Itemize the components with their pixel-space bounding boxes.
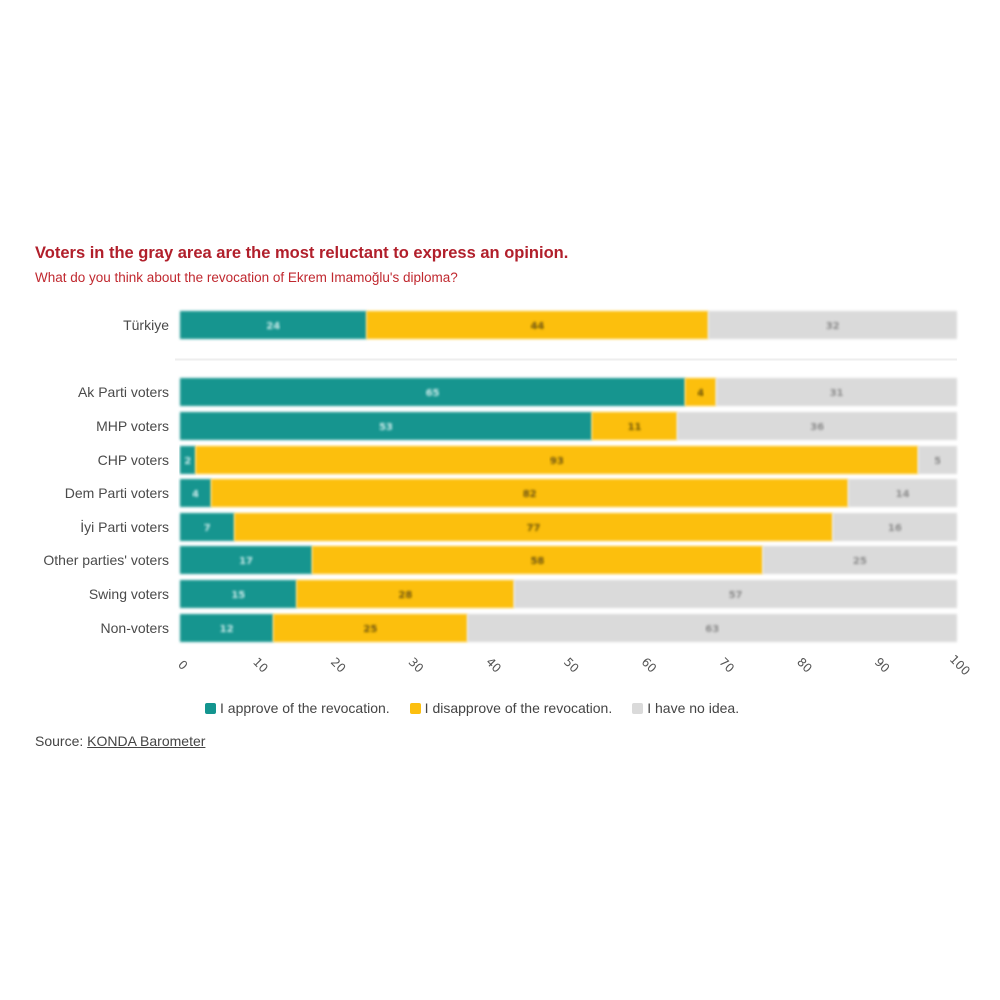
category-label-mhp-voters: MHP voters (96, 418, 169, 434)
bar-segment-no-idea-ak-parti-voters[interactable] (716, 378, 957, 406)
legend-swatch-approve (205, 702, 216, 714)
bar-value-label-no-idea-other-parties-voters: 25 (853, 556, 867, 567)
bar-segment-disapprove-ak-parti-voters[interactable] (685, 378, 717, 406)
category-label-chp-voters: CHP voters (98, 452, 169, 468)
bar-segment-approve-ak-parti-voters[interactable] (180, 378, 686, 406)
bar-value-label-disapprove-chp-voters: 93 (550, 456, 564, 467)
bar-value-label-disapprove-iyi-parti-voters: 77 (527, 523, 541, 534)
bar-value-label-approve-ak-parti-voters: 65 (426, 388, 440, 399)
bar-segment-approve-other-parties-voters[interactable] (180, 546, 313, 574)
bar-segment-no-idea-chp-voters[interactable] (918, 446, 957, 474)
x-tick-label-40: 40 (483, 655, 504, 676)
bar-segment-approve-non-voters[interactable] (180, 614, 274, 642)
x-tick-label-70: 70 (716, 655, 737, 676)
bar-value-label-approve-non-voters: 12 (220, 624, 234, 635)
x-tick-label-80: 80 (794, 655, 815, 676)
bar-segment-approve-mhp-voters[interactable] (180, 412, 592, 440)
x-tick-label-90: 90 (872, 655, 893, 676)
bar-value-label-no-idea-ak-parti-voters: 31 (830, 388, 844, 399)
bar-segment-approve-dem-parti-voters[interactable] (180, 479, 212, 507)
category-label-other-parties-voters: Other parties' voters (43, 552, 169, 568)
source-prefix: Source: (35, 733, 88, 749)
bar-segment-disapprove-mhp-voters[interactable] (591, 412, 678, 440)
x-tick-label-0: 0 (175, 658, 190, 673)
legend-label-no-idea: I have no idea. (647, 700, 740, 716)
x-tick-label-50: 50 (561, 655, 582, 676)
bar-segment-no-idea-other-parties-voters[interactable] (762, 546, 957, 574)
category-label-turkiye: Türkiye (123, 317, 169, 333)
chart-legend: I approve of the revocation. I disapprov… (205, 700, 739, 716)
bar-segment-disapprove-swing-voters[interactable] (296, 580, 515, 608)
category-label-non-voters: Non-voters (101, 620, 169, 636)
chart-subtitle: What do you think about the revocation o… (35, 270, 458, 285)
bar-segment-no-idea-swing-voters[interactable] (514, 580, 957, 608)
bar-value-label-disapprove-ak-parti-voters: 4 (697, 388, 704, 399)
bar-segment-approve-turkiye[interactable] (180, 311, 367, 339)
bar-value-label-approve-chp-voters: 2 (184, 456, 191, 467)
legend-swatch-no-idea (632, 702, 644, 714)
bar-value-label-approve-swing-voters: 15 (231, 590, 245, 601)
bar-value-label-disapprove-mhp-voters: 11 (628, 422, 642, 433)
bar-value-label-no-idea-chp-voters: 5 (934, 456, 941, 467)
category-label-ak-parti-voters: Ak Parti voters (78, 384, 169, 400)
bar-segment-disapprove-turkiye[interactable] (366, 311, 709, 339)
bar-value-label-disapprove-dem-parti-voters: 82 (523, 489, 537, 500)
bar-value-label-disapprove-turkiye: 44 (530, 321, 544, 332)
legend-item-no-idea[interactable]: I have no idea. (632, 700, 739, 716)
bar-segment-disapprove-dem-parti-voters[interactable] (211, 479, 849, 507)
legend-swatch-disapprove (409, 702, 421, 714)
bar-value-label-no-idea-iyi-parti-voters: 16 (888, 523, 902, 534)
bar-value-label-disapprove-non-voters: 25 (363, 624, 377, 635)
legend-label-approve: I approve of the revocation. (220, 700, 390, 716)
bar-value-label-disapprove-swing-voters: 28 (398, 590, 412, 601)
bar-segment-disapprove-other-parties-voters[interactable] (312, 546, 763, 574)
bar-segment-disapprove-iyi-parti-voters[interactable] (234, 513, 833, 541)
bar-segment-approve-iyi-parti-voters[interactable] (180, 513, 235, 541)
category-label-iyi-parti-voters: İyi Parti voters (80, 518, 169, 535)
bar-segment-no-idea-non-voters[interactable] (467, 614, 957, 642)
source-link[interactable]: KONDA Barometer (87, 733, 206, 749)
bar-value-label-no-idea-swing-voters: 57 (729, 590, 743, 601)
category-label-dem-parti-voters: Dem Parti voters (65, 485, 169, 501)
category-label-swing-voters: Swing voters (89, 586, 169, 602)
bar-value-label-approve-turkiye: 24 (266, 321, 280, 332)
bar-value-label-no-idea-dem-parti-voters: 14 (896, 489, 910, 500)
x-tick-label-20: 20 (328, 655, 349, 676)
bar-segment-approve-swing-voters[interactable] (180, 580, 297, 608)
x-tick-label-30: 30 (406, 655, 427, 676)
bar-value-label-no-idea-mhp-voters: 36 (810, 422, 824, 433)
source-note: Source: KONDA Barometer (35, 733, 205, 749)
bar-value-label-no-idea-turkiye: 32 (826, 321, 840, 332)
legend-item-disapprove[interactable]: I disapprove of the revocation. (409, 700, 613, 716)
bar-value-label-approve-iyi-parti-voters: 7 (204, 523, 211, 534)
legend-label-disapprove: I disapprove of the revocation. (424, 700, 613, 716)
bar-value-label-approve-dem-parti-voters: 4 (192, 489, 199, 500)
bar-segment-disapprove-non-voters[interactable] (273, 614, 468, 642)
bar-value-label-disapprove-other-parties-voters: 58 (530, 556, 544, 567)
chart-title: Voters in the gray area are the most rel… (35, 244, 569, 262)
bar-segment-approve-chp-voters[interactable] (180, 446, 196, 474)
legend-item-approve[interactable]: I approve of the revocation. (205, 700, 390, 716)
x-tick-label-100: 100 (947, 652, 973, 678)
bar-value-label-approve-mhp-voters: 53 (379, 422, 393, 433)
bar-segment-no-idea-turkiye[interactable] (708, 311, 957, 339)
x-tick-label-60: 60 (639, 655, 660, 676)
bar-value-label-no-idea-non-voters: 63 (705, 624, 719, 635)
bar-segment-no-idea-iyi-parti-voters[interactable] (832, 513, 957, 541)
bar-segment-disapprove-chp-voters[interactable] (195, 446, 919, 474)
x-tick-label-10: 10 (250, 655, 271, 676)
bar-segment-no-idea-mhp-voters[interactable] (677, 412, 957, 440)
bar-segment-no-idea-dem-parti-voters[interactable] (848, 479, 957, 507)
bar-value-label-approve-other-parties-voters: 17 (239, 556, 253, 567)
